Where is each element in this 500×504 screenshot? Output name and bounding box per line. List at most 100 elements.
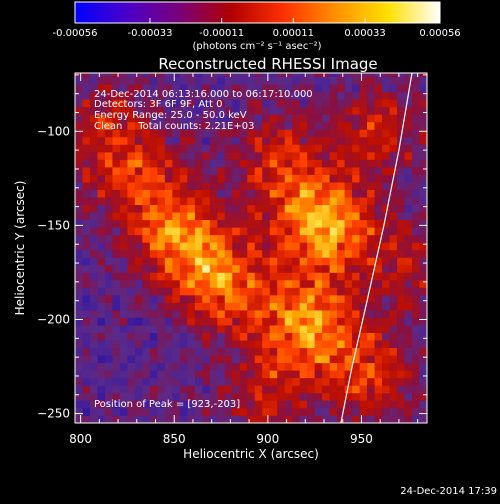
heatmap-cell [164, 332, 173, 341]
heatmap-cell [239, 242, 248, 251]
heatmap-cell [112, 197, 121, 206]
heatmap-cell [149, 152, 158, 160]
heatmap-cell [329, 317, 338, 326]
heatmap-cell [239, 310, 248, 318]
heatmap-cell [149, 76, 158, 85]
heatmap-cell [337, 174, 345, 183]
heatmap-cell [194, 407, 203, 416]
heatmap-cell [104, 355, 113, 364]
heatmap-cell [232, 400, 241, 409]
heatmap-cell [277, 332, 285, 341]
heatmap-cell [157, 377, 166, 386]
heatmap-cell [82, 362, 91, 371]
heatmap-cell [119, 204, 128, 213]
heatmap-cell [209, 212, 218, 221]
heatmap-cell [382, 189, 390, 198]
heatmap-cell [164, 257, 173, 266]
heatmap-cell [307, 272, 315, 281]
heatmap-cell [239, 392, 248, 401]
heatmap-cell [404, 84, 413, 93]
heatmap-cell [389, 295, 398, 303]
heatmap-cell [292, 377, 300, 386]
heatmap-cell [82, 317, 91, 326]
heatmap-cell [329, 73, 338, 78]
heatmap-cell [149, 415, 158, 423]
heatmap-cell [164, 212, 173, 221]
heatmap-cell [359, 264, 368, 273]
heatmap-cell [262, 242, 271, 251]
heatmap-cell [75, 355, 83, 364]
heatmap-cell [299, 279, 308, 288]
heatmap-cell [269, 167, 278, 175]
heatmap-cell [277, 99, 285, 108]
heatmap-cell [329, 264, 338, 273]
heatmap-cell [397, 385, 405, 394]
heatmap-cell [292, 310, 300, 318]
heatmap-cell [367, 257, 375, 266]
heatmap-cell [389, 355, 398, 364]
heatmap-cell [307, 204, 315, 213]
heatmap-cell [149, 121, 158, 130]
heatmap-cell [322, 212, 330, 221]
heatmap-cell [194, 114, 203, 123]
heatmap-cell [359, 129, 368, 138]
heatmap-cell [367, 204, 375, 213]
heatmap-cell [172, 212, 181, 221]
heatmap-cell [82, 310, 91, 318]
heatmap-cell [382, 272, 390, 281]
heatmap-cell [382, 415, 390, 423]
heatmap-cell [344, 325, 353, 333]
heatmap-cell [157, 129, 166, 138]
heatmap-cell [149, 99, 158, 108]
heatmap-cell [119, 362, 128, 371]
heatmap-cell [112, 310, 121, 318]
heatmap-cell [247, 242, 256, 251]
heatmap-cell [284, 204, 293, 213]
heatmap-cell [202, 332, 211, 341]
heatmap-cell [127, 159, 136, 168]
heatmap-cell [344, 136, 353, 145]
heatmap-cell [89, 121, 98, 130]
heatmap-cell [352, 121, 360, 130]
heatmap-cell [292, 332, 300, 341]
heatmap-cell [217, 114, 226, 123]
heatmap-cell [127, 76, 136, 85]
heatmap-cell [344, 159, 353, 168]
heatmap-cell [314, 204, 323, 213]
heatmap-cell [382, 234, 390, 243]
heatmap-cell [112, 84, 121, 93]
heatmap-cell [269, 272, 278, 281]
heatmap-cell [142, 279, 151, 288]
heatmap-cell [329, 302, 338, 311]
heatmap-cell [419, 212, 427, 221]
heatmap-cell [247, 355, 256, 364]
heatmap-cell [404, 287, 413, 296]
heatmap-cell [104, 136, 113, 145]
heatmap-cell [142, 257, 151, 266]
heatmap-cell [172, 182, 181, 190]
heatmap-cell [89, 84, 98, 93]
heatmap-cell [352, 377, 360, 386]
heatmap-cell [307, 121, 315, 130]
heatmap-cell [352, 317, 360, 326]
heatmap-cell [367, 310, 375, 318]
heatmap-cell [202, 73, 211, 78]
heatmap-cell [419, 84, 427, 93]
heatmap-cell [329, 204, 338, 213]
heatmap-cell [104, 302, 113, 311]
heatmap-cell [382, 76, 390, 85]
heatmap-cell [307, 415, 315, 423]
heatmap-cell [307, 136, 315, 145]
heatmap-cell [232, 407, 241, 416]
heatmap-cell [389, 392, 398, 401]
heatmap-cell [232, 264, 241, 273]
heatmap-cell [412, 302, 420, 311]
heatmap-cell [75, 332, 83, 341]
heatmap-cell [209, 167, 218, 175]
heatmap-cell [292, 287, 300, 296]
heatmap-cell [187, 227, 196, 236]
heatmap-cell [112, 377, 121, 386]
heatmap-cell [307, 99, 315, 108]
heatmap-cell [149, 227, 158, 236]
heatmap-cell [82, 182, 91, 190]
